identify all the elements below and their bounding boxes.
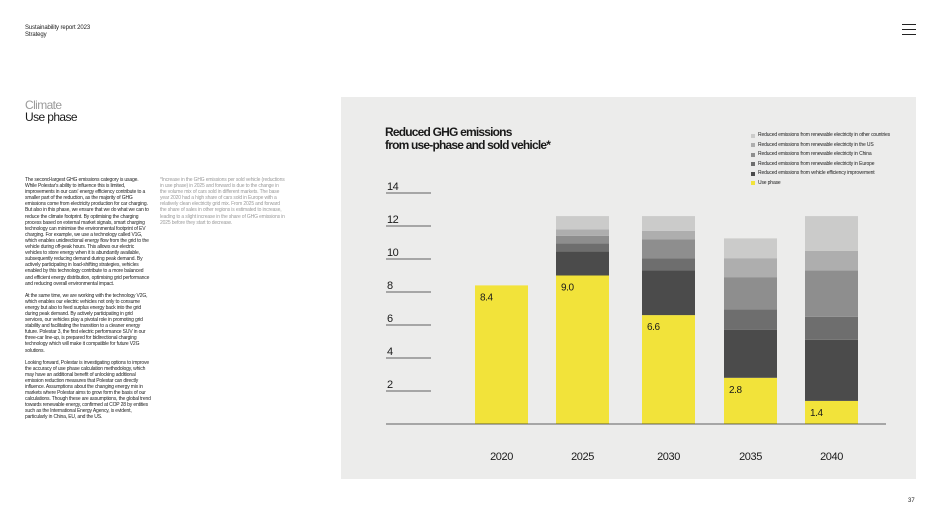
page-header: Sustainability report 2023 Strategy — [25, 25, 90, 39]
bar-segment — [642, 258, 695, 271]
y-tick-label: 12 — [387, 214, 399, 226]
bar-segment — [724, 238, 777, 259]
bar-segment — [556, 229, 609, 236]
bar-segment — [805, 250, 858, 271]
y-tick-label: 14 — [387, 181, 399, 193]
legend-label: Use phase — [758, 179, 781, 186]
legend-swatch — [751, 181, 755, 186]
body-paragraph: Looking forward, Polestar is investigati… — [25, 359, 151, 421]
legend-label: Reduced emissions from renewable electri… — [758, 141, 874, 148]
data-label: 9.0 — [561, 283, 575, 294]
body-paragraph: The second-largest GHG emissions categor… — [25, 177, 150, 287]
body-paragraph: At the same time, we are working with th… — [25, 292, 148, 354]
chart-title: Reduced GHG emissions from use-phase and… — [385, 125, 551, 152]
legend-label: Reduced emissions from renewable electri… — [758, 160, 875, 167]
legend-swatch — [751, 143, 755, 148]
bar-segment — [805, 400, 858, 424]
legend-label: Reduced emissions from renewable electri… — [758, 132, 891, 138]
bar-segment — [556, 235, 609, 244]
legend-label: Reduced emissions from renewable electri… — [758, 151, 872, 157]
bar-segment — [642, 270, 695, 316]
legend-item: Reduced emissions from renewable electri… — [751, 141, 890, 151]
section-title-category: Climate — [25, 98, 62, 112]
footnote: *Increase in the GHG emissions per sold … — [160, 177, 285, 226]
bar-segment — [642, 315, 695, 424]
bar-segment — [724, 329, 777, 378]
chart-title-line: Reduced GHG emissions — [385, 125, 512, 139]
data-label: 6.6 — [647, 322, 661, 333]
y-tick-label: 10 — [387, 247, 399, 259]
legend-swatch — [751, 152, 755, 157]
x-tick-label: 2020 — [490, 451, 513, 463]
section-title-topic: Use phase — [25, 110, 78, 124]
data-label: 2.8 — [729, 385, 743, 396]
legend-label: Reduced emissions from vehicle efficienc… — [758, 170, 875, 176]
report-section: Strategy — [25, 32, 47, 38]
section-title: Climate Use phase — [25, 98, 78, 124]
bar-segment — [642, 239, 695, 259]
bar-segment — [556, 216, 609, 230]
x-tick-label: 2025 — [571, 451, 594, 463]
y-tick-label: 8 — [387, 280, 393, 292]
bar-segment — [724, 377, 777, 424]
hamburger-menu-icon[interactable] — [902, 24, 916, 35]
bar-segment — [724, 277, 777, 310]
body-text: The second-largest GHG emissions categor… — [25, 177, 151, 427]
bar-segment — [642, 230, 695, 240]
bar-segment — [724, 309, 777, 330]
bar-segment — [805, 339, 858, 401]
legend-swatch — [751, 171, 755, 176]
legend-item: Use phase — [751, 179, 890, 189]
legend-item: Reduced emissions from renewable electri… — [751, 150, 890, 160]
bar-segment — [642, 216, 695, 231]
y-tick-label: 6 — [387, 313, 393, 325]
x-tick-label: 2040 — [820, 451, 843, 463]
chart-title-line: from use-phase and sold vehicle* — [385, 138, 551, 152]
bar-segment — [556, 251, 609, 276]
x-tick-label: 2030 — [657, 451, 680, 463]
legend-item: Reduced emissions from renewable electri… — [751, 160, 890, 170]
legend-item: Reduced emissions from vehicle efficienc… — [751, 169, 890, 179]
data-label: 8.4 — [480, 292, 494, 303]
bar-segment — [805, 216, 858, 251]
legend-item: Reduced emissions from renewable electri… — [751, 131, 890, 141]
report-title: Sustainability report 2023 — [25, 25, 91, 31]
legend-swatch — [751, 162, 755, 167]
bar-segment — [805, 316, 858, 340]
bar-segment — [724, 258, 777, 278]
y-tick-label: 2 — [387, 379, 393, 391]
legend-swatch — [751, 133, 755, 138]
y-tick-label: 4 — [387, 346, 393, 358]
page-number: 37 — [908, 498, 915, 504]
data-label: 1.4 — [810, 408, 824, 419]
chart-legend: Reduced emissions from renewable electri… — [751, 131, 890, 188]
bar-segment — [556, 275, 609, 424]
bar-segment — [805, 270, 858, 317]
x-tick-label: 2035 — [739, 451, 762, 463]
bar-segment — [475, 285, 528, 424]
bar-segment — [556, 243, 609, 252]
